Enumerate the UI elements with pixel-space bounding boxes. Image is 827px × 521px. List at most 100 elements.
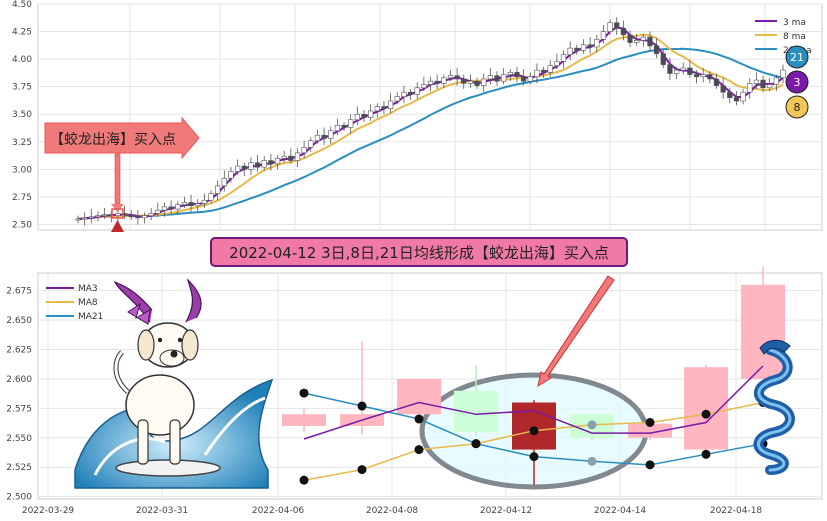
bottom-moving-averages [299, 365, 768, 485]
blue-dragon-illustration [753, 339, 795, 475]
bottom-x-tick: 2022-04-12 [480, 506, 532, 516]
bottom-ma21-point [529, 452, 539, 462]
dog-eye-left [157, 337, 163, 343]
signal-title-box: 2022-04-12 3日,8日,21日均线形成【蛟龙出海】买入点 [210, 237, 628, 267]
top-candle [261, 160, 267, 168]
bottom-ma21-point [414, 414, 424, 424]
top-legend-ma3: 3 ma [783, 18, 806, 28]
top-candle [221, 177, 227, 187]
top-candle [713, 78, 720, 86]
bottom-ma21-point [645, 460, 655, 470]
top-candle [494, 75, 500, 82]
bottom-legend-ma8: MA8 [78, 298, 98, 308]
top-candle [95, 215, 101, 218]
top-candles [75, 17, 786, 226]
bottom-ma21-point [587, 456, 597, 466]
top-candle [427, 80, 434, 85]
top-candle [314, 134, 321, 142]
top-candle [580, 44, 587, 51]
top-candle [281, 155, 287, 159]
top-candle [447, 75, 454, 79]
top-y-tick: 4.25 [12, 28, 32, 38]
top-candle [434, 80, 440, 84]
bottom-y-tick: 2.625 [6, 346, 32, 356]
top-candle [467, 80, 474, 84]
top-candle [348, 119, 354, 128]
top-candle [501, 74, 507, 82]
top-candle [394, 96, 400, 102]
bottom-ma8-point [357, 465, 367, 475]
top-candle [407, 91, 414, 95]
top-candle [654, 45, 660, 54]
top-candle [401, 91, 407, 97]
badge-21 [785, 45, 809, 69]
top-candle [547, 65, 553, 73]
callout-arrow [537, 275, 615, 388]
top-candle [487, 75, 493, 80]
top-candle [680, 67, 686, 71]
top-candle [274, 158, 281, 165]
top-candle [614, 22, 620, 29]
top-candle [540, 69, 547, 73]
dog-ear-left [137, 329, 155, 361]
bottom-legend-ma3: MA3 [78, 284, 98, 294]
top-chart: 4.50 4.25 4.00 3.75 3.50 3.25 3.00 2.75 2.50 3 m… [12, 0, 823, 232]
top-candle [148, 213, 154, 216]
bottom-ma3-line [303, 365, 764, 440]
bottom-chart: 2.675 2.650 2.625 2.600 2.575 2.550 2.525 2.500… [6, 237, 823, 516]
top-candle [693, 74, 700, 78]
signal-triangle [111, 220, 124, 232]
top-candle [454, 75, 460, 80]
bottom-y-tick: 2.675 [6, 287, 32, 297]
top-candle [647, 36, 653, 47]
bottom-ma8-point [299, 475, 309, 485]
top-candle [268, 160, 274, 165]
top-candle [567, 47, 573, 56]
dragon-horn-crest [127, 302, 151, 325]
bottom-y-tick: 2.500 [6, 493, 32, 503]
top-candle [700, 74, 706, 78]
top-y-tick: 3.50 [12, 110, 32, 120]
top-candle [607, 22, 613, 32]
top-candle [640, 36, 646, 41]
top-candle [720, 85, 726, 93]
wave-curl [93, 437, 166, 476]
top-candle [507, 72, 513, 75]
top-candle [128, 214, 134, 218]
top-candle [594, 38, 600, 48]
top-y-tick: 2.75 [12, 193, 32, 203]
callout-arrow-shape [537, 275, 615, 388]
top-candle [301, 147, 307, 154]
top-candle [201, 199, 207, 204]
top-candle [254, 162, 261, 168]
bottom-x-tick: 2022-04-18 [710, 506, 763, 516]
top-candle [760, 79, 766, 89]
top-candle [155, 209, 161, 214]
dog-leg-left [137, 419, 149, 465]
top-candle [587, 44, 593, 48]
bottom-legend: MA3 MA8 MA21 [46, 284, 103, 322]
top-candle [727, 91, 733, 99]
signal-pointer-head [111, 204, 124, 212]
top-plot-area [37, 3, 823, 231]
bottom-legend-ma21: MA21 [78, 312, 103, 322]
bottom-x-tick: 2022-04-08 [366, 506, 419, 516]
top-candle [414, 87, 420, 95]
top-candle [627, 34, 633, 43]
top-candle [780, 69, 786, 79]
top-candle [481, 78, 487, 86]
top-candle [175, 204, 181, 210]
bottom-y-tick: 2.600 [6, 375, 32, 385]
signal-marker [111, 208, 124, 219]
top-candle [234, 165, 241, 172]
top-candle [321, 134, 327, 139]
dog-snout [159, 349, 185, 367]
top-candle [101, 214, 108, 216]
top-ma8-line [77, 33, 784, 220]
top-candle [534, 69, 540, 78]
top-y-tick: 2.50 [12, 220, 32, 230]
top-candle [82, 217, 88, 220]
top-candle [687, 67, 693, 75]
top-candle [208, 193, 214, 201]
